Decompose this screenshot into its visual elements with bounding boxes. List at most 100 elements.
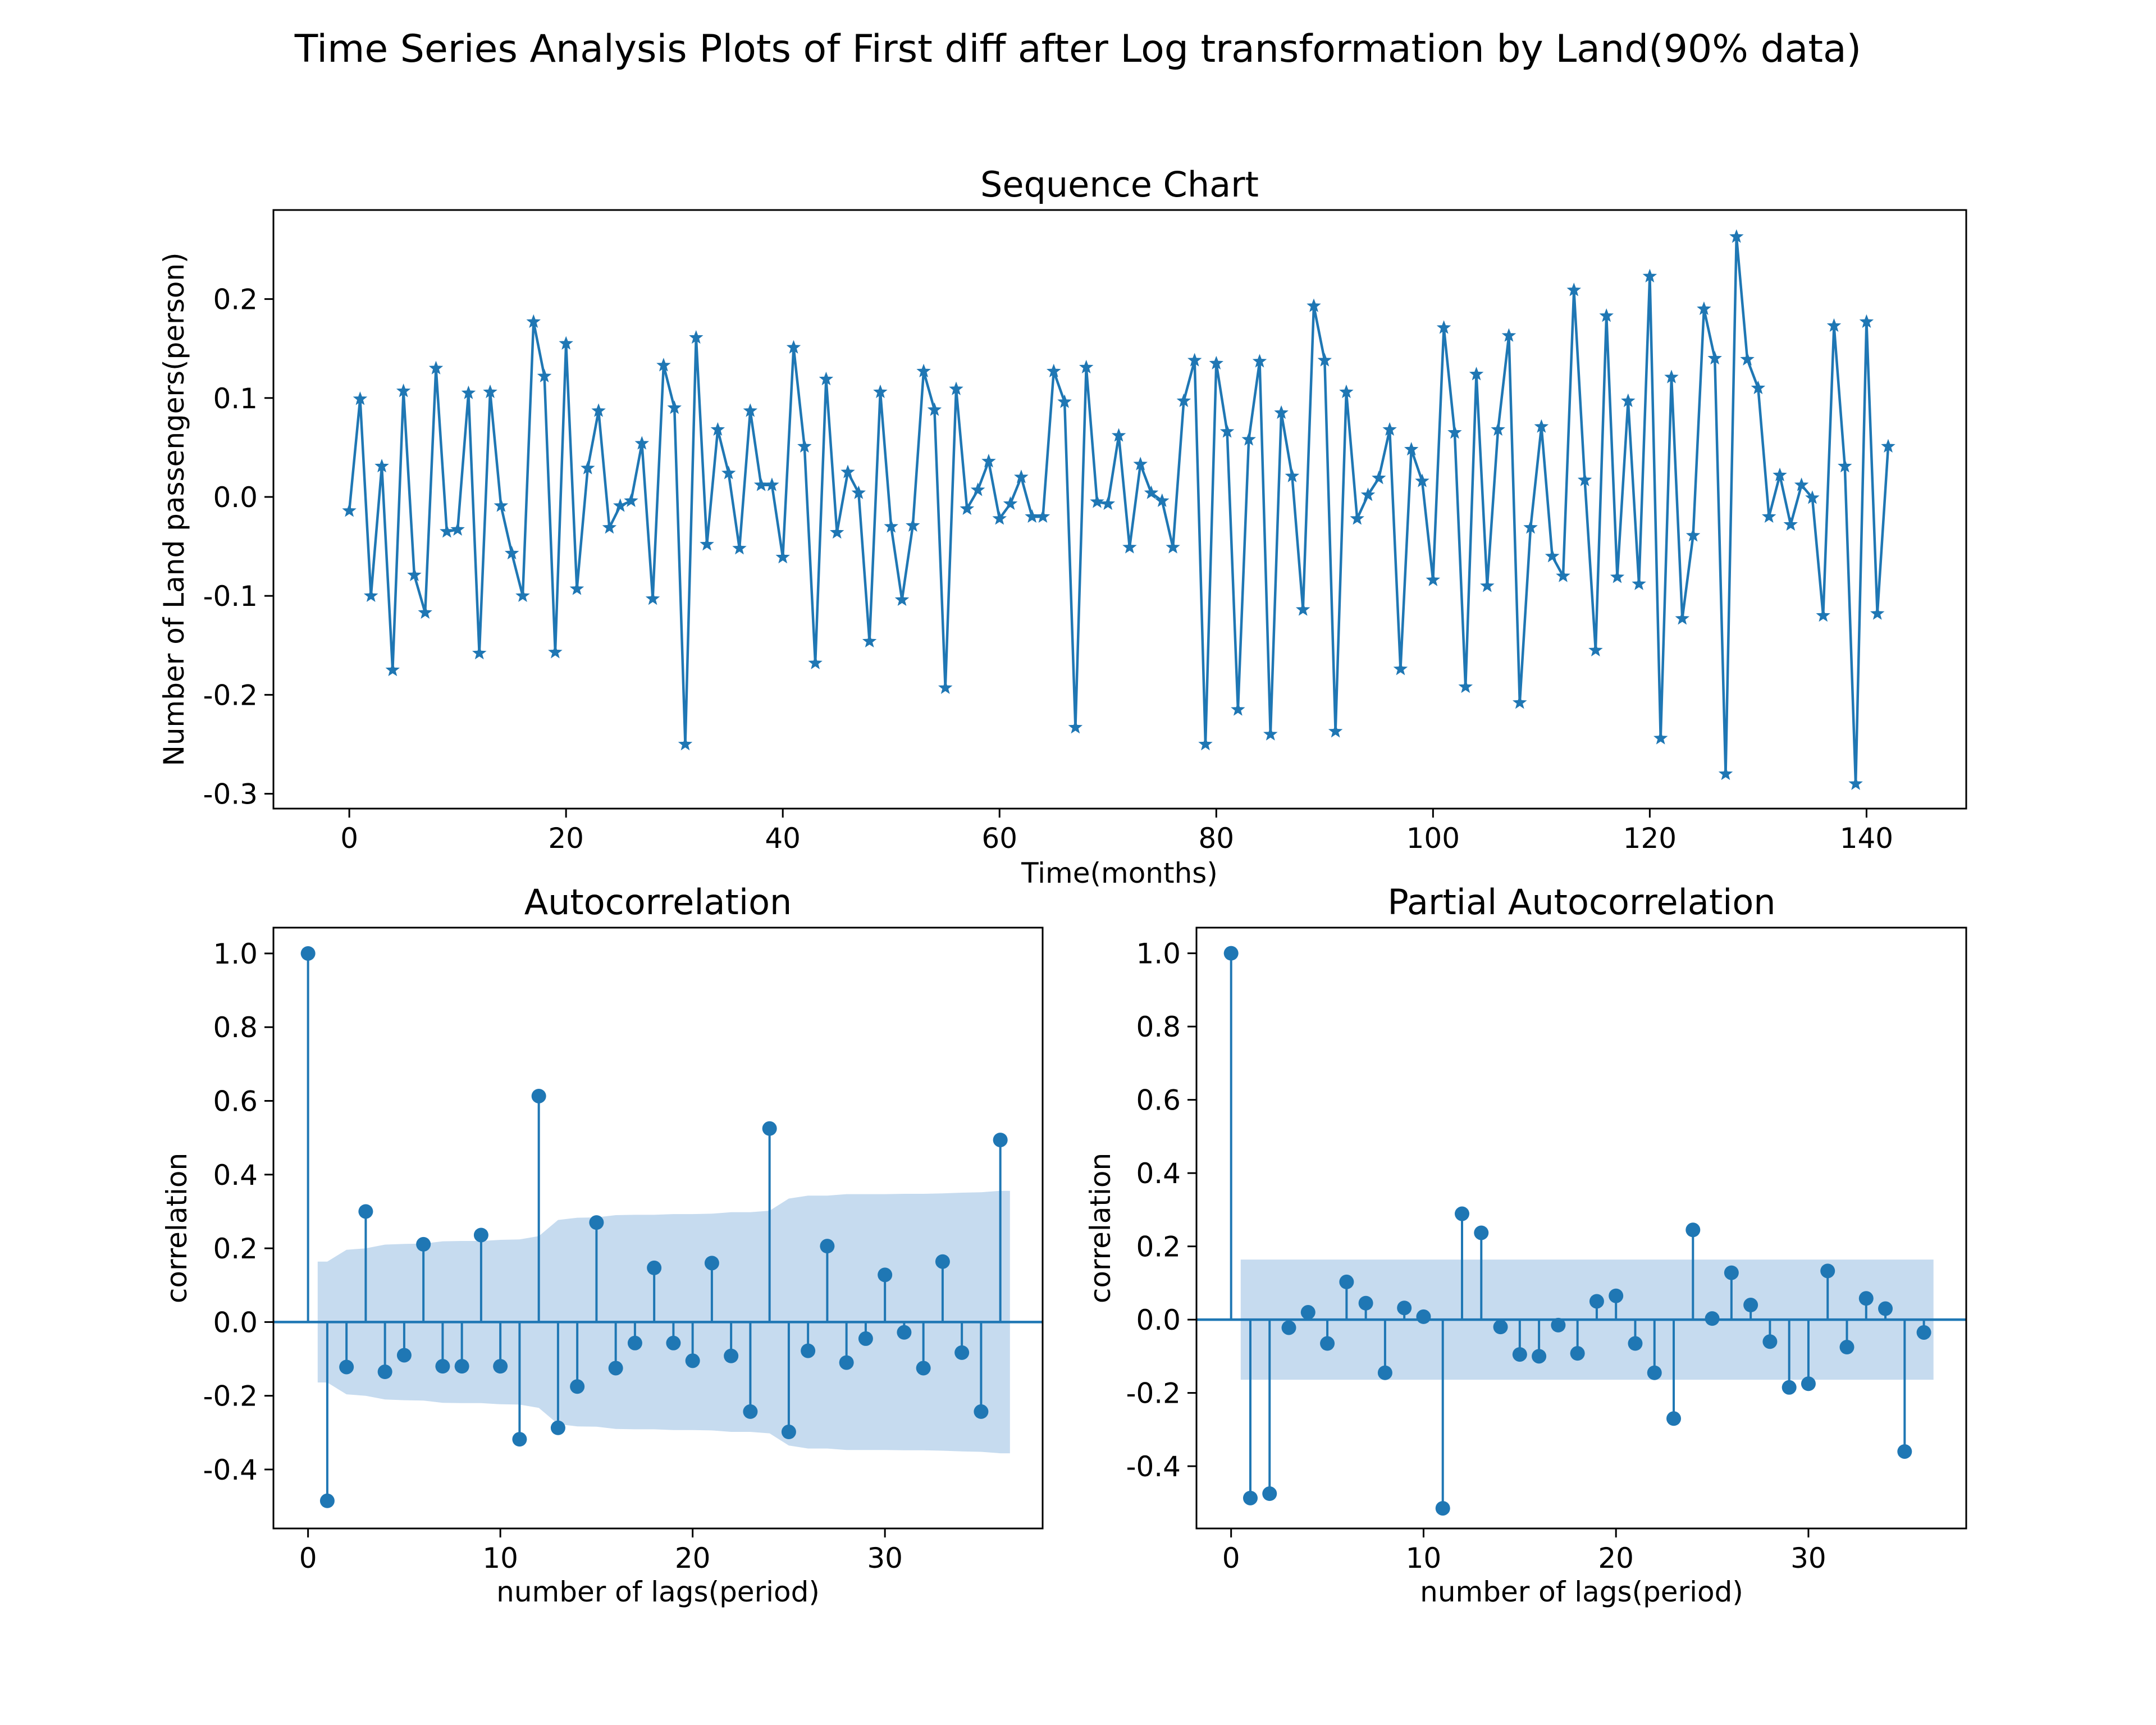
sequence-point [851, 485, 866, 499]
sequence-point [1111, 428, 1126, 442]
acf-point [627, 1335, 642, 1350]
acf-ytick-label: 1.0 [213, 938, 258, 970]
acf-point [935, 1254, 950, 1269]
sequence-point [1035, 509, 1050, 523]
acf-point [396, 1348, 412, 1363]
sequence-point [515, 588, 530, 603]
sequence-point [1556, 568, 1570, 582]
sequence-xtick-label: 140 [1840, 822, 1893, 855]
sequence-point [1307, 298, 1321, 312]
sequence-point [1707, 350, 1722, 365]
sequence-point [841, 464, 855, 478]
sequence-point [1881, 439, 1895, 453]
pacf-chart-frame [1195, 927, 1967, 1530]
acf-point [358, 1204, 373, 1219]
sequence-point [1805, 490, 1820, 504]
sequence-point [927, 402, 942, 416]
sequence-point [483, 384, 497, 399]
sequence-point [1393, 661, 1408, 676]
sequence-point [1339, 384, 1354, 399]
acf-point [858, 1331, 873, 1346]
pacf-chart-ylabel: correlation [1084, 1153, 1117, 1303]
pacf-ytick-label: -0.4 [1126, 1450, 1181, 1483]
sequence-point [1436, 320, 1451, 334]
pacf-point [1339, 1274, 1354, 1289]
sequence-point [873, 384, 888, 399]
acf-point [685, 1353, 700, 1368]
pacf-xtick-label: 0 [1222, 1542, 1240, 1575]
sequence-point [526, 314, 541, 328]
sequence-point [667, 400, 682, 414]
acf-point [550, 1420, 565, 1435]
sequence-point [537, 368, 552, 382]
pacf-point [1820, 1263, 1835, 1279]
sequence-point [949, 381, 963, 395]
sequence-point [1480, 578, 1495, 592]
sequence-xtick-label: 40 [765, 822, 801, 855]
acf-point [801, 1343, 816, 1358]
acf-ytick-label: 0.6 [213, 1085, 258, 1118]
sequence-point [1219, 424, 1235, 438]
sequence-point [1469, 367, 1484, 381]
acf-point [473, 1227, 488, 1243]
sequence-point [1729, 229, 1744, 243]
sequence-point [634, 436, 650, 450]
sequence-point [569, 581, 584, 595]
sequence-point [1610, 569, 1625, 583]
pacf-point [1858, 1291, 1874, 1306]
pacf-point [1666, 1411, 1682, 1426]
sequence-point [591, 403, 606, 417]
sequence-point [353, 391, 368, 405]
pacf-point [1435, 1501, 1450, 1516]
pacf-point [1416, 1309, 1431, 1324]
pacf-point [1551, 1317, 1566, 1332]
sequence-point [559, 336, 573, 350]
acf-ytick-label: 0.4 [213, 1159, 258, 1192]
sequence-point [1697, 301, 1711, 316]
acf-point [531, 1088, 546, 1103]
sequence-point [418, 605, 432, 619]
pacf-ytick-label: -0.2 [1126, 1377, 1181, 1410]
figure-title: Time Series Analysis Plots of First diff… [294, 27, 1861, 71]
sequence-xtick-label: 0 [340, 822, 358, 855]
sequence-point [732, 541, 747, 555]
acf-point [319, 1493, 335, 1508]
sequence-point [1350, 511, 1364, 525]
acf-chart-ylabel: correlation [161, 1153, 193, 1303]
sequence-point [363, 588, 378, 603]
sequence-point [1501, 328, 1516, 342]
sequence-point [765, 477, 779, 491]
sequence-point [960, 501, 975, 515]
sequence-point [1773, 467, 1787, 482]
sequence-point [1632, 576, 1646, 590]
pacf-ytick-label: 0.0 [1136, 1304, 1181, 1336]
sequence-point [1588, 642, 1603, 656]
sequence-point [710, 422, 725, 436]
pacf-point [1705, 1311, 1720, 1326]
pacf-xtick-label: 30 [1790, 1542, 1826, 1575]
sequence-xtick-label: 120 [1623, 822, 1677, 855]
pacf-chart-title: Partial Autocorrelation [1387, 882, 1775, 923]
sequence-point [1176, 393, 1191, 407]
pacf-point [1839, 1340, 1854, 1355]
sequence-point [1372, 471, 1386, 485]
sequence-point [1621, 393, 1636, 407]
sequence-xtick-label: 100 [1406, 822, 1460, 855]
pacf-point [1724, 1265, 1739, 1280]
pacf-point [1916, 1325, 1931, 1340]
sequence-point [385, 662, 400, 677]
sequence-point [1122, 540, 1137, 554]
acf-point [512, 1432, 527, 1447]
sequence-point [1523, 520, 1538, 534]
sequence-point [1014, 469, 1029, 483]
sequence-point [1198, 737, 1213, 751]
sequence-point [581, 460, 595, 474]
acf-ytick-label: 0.2 [213, 1233, 258, 1265]
acf-point [339, 1359, 354, 1375]
sequence-point [1404, 441, 1419, 456]
sequence-point [624, 493, 638, 507]
sequence-point [440, 524, 454, 538]
acf-ytick-label: -0.2 [203, 1380, 258, 1413]
pacf-point [1589, 1294, 1604, 1309]
pacf-point [1243, 1490, 1258, 1505]
